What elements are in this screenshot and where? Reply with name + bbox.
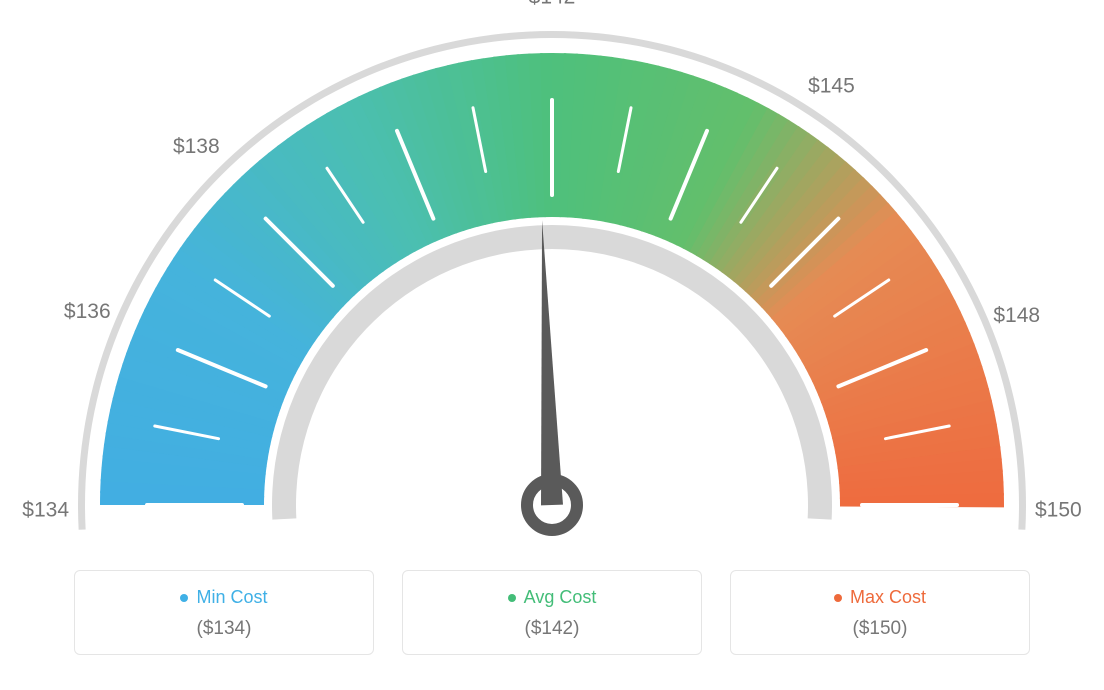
svg-text:$145: $145: [808, 74, 855, 97]
legend-avg-label: Avg Cost: [508, 587, 597, 608]
legend-avg-value: ($142): [415, 618, 689, 640]
legend-card-min: Min Cost ($134): [74, 570, 374, 655]
legend-card-avg: Avg Cost ($142): [402, 570, 702, 655]
svg-text:$150: $150: [1035, 499, 1082, 522]
legend-min-label: Min Cost: [180, 587, 267, 608]
svg-text:$148: $148: [993, 304, 1040, 327]
legend-min-value: ($134): [87, 618, 361, 640]
gauge-svg: $134 $136 $138 $142 $145 $148 $150: [0, 0, 1104, 560]
gauge-area: $134 $136 $138 $142 $145 $148 $150: [0, 0, 1104, 560]
legend-avg-text: Avg Cost: [524, 587, 597, 608]
legend-card-max: Max Cost ($150): [730, 570, 1030, 655]
legend-max-label: Max Cost: [834, 587, 926, 608]
svg-text:$134: $134: [22, 499, 69, 522]
legend-dot-avg: [508, 594, 516, 602]
legend-min-text: Min Cost: [196, 587, 267, 608]
legend-dot-max: [834, 594, 842, 602]
gauge-chart-container: $134 $136 $138 $142 $145 $148 $150 Min Cost ($…: [0, 0, 1104, 690]
legend-max-text: Max Cost: [850, 587, 926, 608]
legend-dot-min: [180, 594, 188, 602]
svg-text:$142: $142: [529, 0, 576, 9]
svg-text:$138: $138: [173, 135, 220, 158]
legend-row: Min Cost ($134) Avg Cost ($142) Max Cost…: [0, 570, 1104, 655]
legend-max-value: ($150): [743, 618, 1017, 640]
svg-text:$136: $136: [64, 300, 111, 323]
